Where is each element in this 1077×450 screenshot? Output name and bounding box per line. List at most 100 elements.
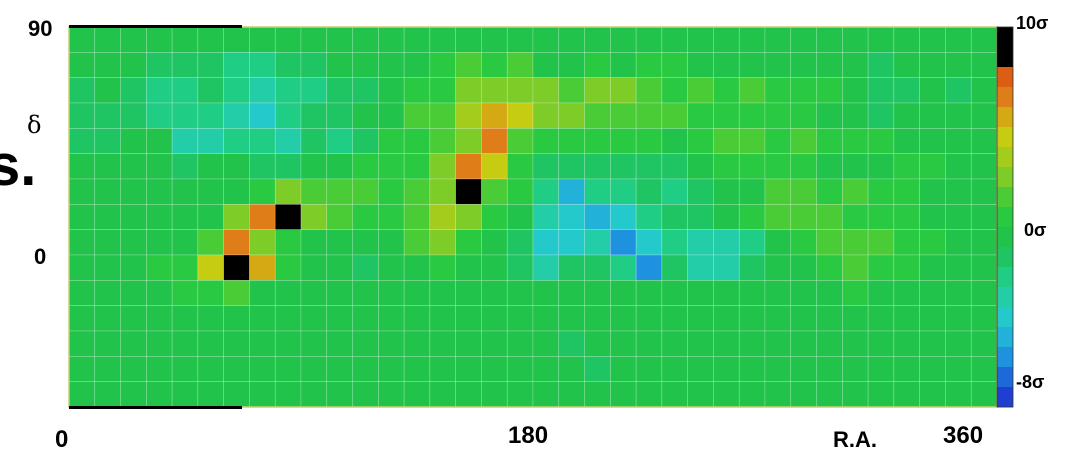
heatmap-cell [867, 52, 895, 78]
heatmap-cell [687, 204, 714, 230]
heatmap-cells [68, 26, 998, 408]
heatmap-cell [223, 330, 250, 357]
heatmap-cell [146, 356, 173, 382]
heatmap-cell [326, 280, 353, 306]
heatmap-cell [919, 280, 946, 306]
heatmap-cell [738, 77, 766, 104]
heatmap-cell [506, 305, 534, 332]
heatmap-cell [842, 178, 869, 205]
heatmap-cell [300, 204, 328, 230]
heatmap-cell [94, 330, 121, 357]
heatmap-cell [610, 178, 637, 205]
heatmap-cell [584, 102, 611, 129]
heatmap-cell [197, 330, 224, 357]
heatmap-cell [68, 330, 96, 357]
heatmap-cell [429, 254, 456, 281]
heatmap-cell [584, 153, 611, 180]
heatmap-cell [249, 204, 276, 230]
heatmap-cell [738, 204, 766, 230]
heatmap-cell [300, 77, 328, 104]
heatmap-cell [403, 229, 431, 256]
heatmap-cell [713, 128, 740, 154]
heatmap-cell [326, 204, 353, 230]
heatmap-cell [584, 356, 611, 382]
heatmap-cell [532, 381, 560, 408]
heatmap-cell [532, 305, 560, 332]
heatmap-cell [300, 52, 328, 78]
heatmap-cell [378, 26, 405, 53]
heatmap-cell [919, 178, 946, 205]
heatmap-cell [558, 305, 585, 332]
heatmap-cell [506, 178, 534, 205]
heatmap-cell [764, 26, 792, 53]
heatmap-cell [610, 26, 637, 53]
heatmap-cell [171, 254, 199, 281]
heatmap-cell [68, 254, 96, 281]
heatmap-cell [661, 356, 688, 382]
heatmap-cell [68, 356, 96, 382]
heatmap-cell [661, 305, 688, 332]
heatmap-cell [146, 128, 173, 154]
heatmap-cell [945, 381, 972, 408]
heatmap-cell [584, 229, 611, 256]
heatmap-cell [816, 153, 843, 180]
heatmap-cell [120, 77, 147, 104]
heatmap-cell [378, 254, 405, 281]
colorbar-swatch [997, 27, 1013, 48]
colorbar-swatch [997, 327, 1013, 348]
heatmap-cell [893, 102, 920, 129]
heatmap-cell [455, 204, 482, 230]
heatmap-cell [558, 26, 585, 53]
heatmap-cell [120, 26, 147, 53]
heatmap-cell [378, 52, 405, 78]
heatmap-cell [661, 254, 688, 281]
heatmap-cell [171, 356, 199, 382]
heatmap-cell [120, 52, 147, 78]
heatmap-cell [403, 153, 431, 180]
heatmap-cell [816, 52, 843, 78]
heatmap-cell [584, 128, 611, 154]
heatmap-cell [635, 229, 663, 256]
heatmap-cell [171, 52, 199, 78]
heatmap-cell [945, 128, 972, 154]
heatmap-cell [610, 305, 637, 332]
x-tick-180: 180 [508, 422, 548, 449]
heatmap-cell [94, 128, 121, 154]
heatmap-cell [455, 102, 482, 129]
heatmap-cell [687, 128, 714, 154]
heatmap-cell [635, 280, 663, 306]
heatmap-cell [481, 153, 508, 180]
heatmap-cell [610, 280, 637, 306]
heatmap-cell [300, 381, 328, 408]
heatmap-cell [197, 26, 224, 53]
heatmap-cell [146, 178, 173, 205]
heatmap-cell [300, 280, 328, 306]
heatmap-cell [455, 356, 482, 382]
heatmap-cell [970, 229, 998, 256]
heatmap-cell [532, 254, 560, 281]
heatmap-cell [738, 381, 766, 408]
heatmap-cell [867, 254, 895, 281]
heatmap-cell [687, 178, 714, 205]
heatmap-cell [197, 381, 224, 408]
heatmap-cell [94, 178, 121, 205]
heatmap-cell [558, 128, 585, 154]
heatmap-cell [893, 381, 920, 408]
heatmap-cell [352, 280, 379, 306]
heatmap-cell [274, 26, 302, 53]
heatmap-cell [68, 102, 96, 129]
heatmap-cell [970, 381, 998, 408]
heatmap-cell [764, 305, 792, 332]
heatmap-cell [584, 280, 611, 306]
colorbar-label-min: -8σ [1016, 372, 1044, 392]
heatmap-cell [558, 52, 585, 78]
heatmap-cell [713, 356, 740, 382]
heatmap-cell [197, 280, 224, 306]
heatmap-cell [326, 229, 353, 256]
heatmap-cell [223, 178, 250, 205]
heatmap-cell [687, 356, 714, 382]
heatmap-cell [68, 305, 96, 332]
heatmap-cell [945, 305, 972, 332]
heatmap-cell [635, 26, 663, 53]
heatmap-cell [738, 254, 766, 281]
